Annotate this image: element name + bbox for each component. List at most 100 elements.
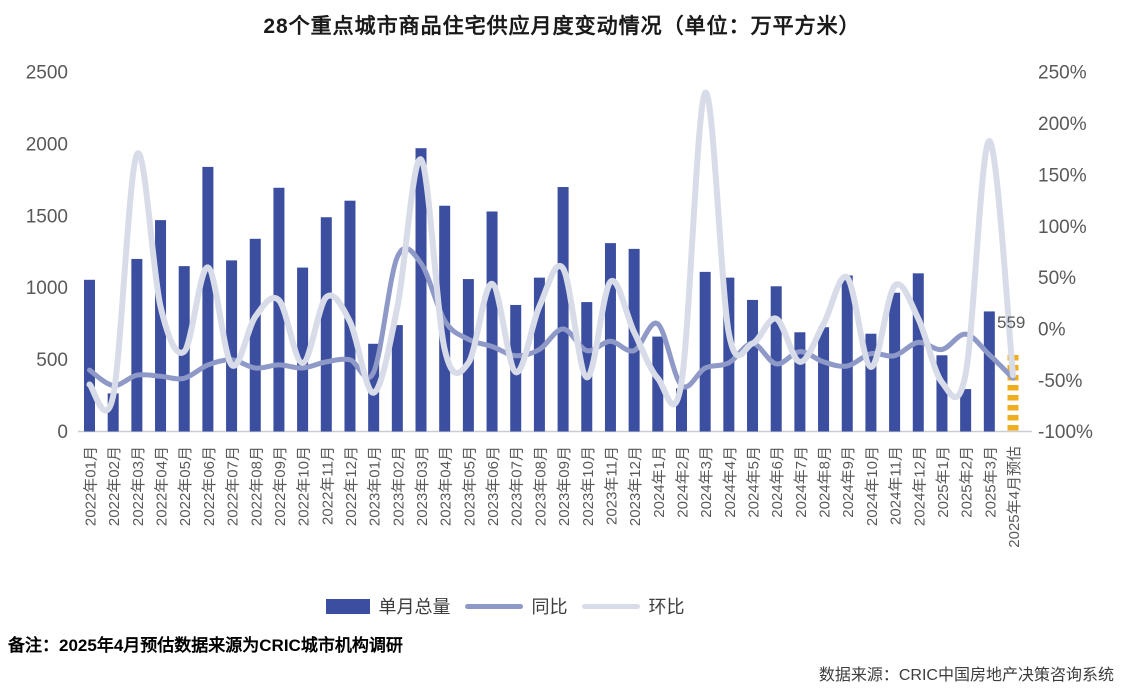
x-axis-label: 2023年09月	[556, 446, 573, 526]
x-axis-label: 2022年11月	[319, 446, 336, 525]
x-axis-label: 2024年5月	[746, 446, 763, 518]
x-axis-label: 2022年02月	[106, 446, 123, 526]
x-axis-label: 2024年7月	[793, 446, 810, 518]
right-axis-tick: 100%	[1038, 217, 1087, 238]
x-axis-label: 2025年4月预估	[1006, 446, 1023, 548]
legend-item-monthly-total: 单月总量	[325, 593, 451, 619]
left-axis-tick: 2000	[26, 134, 68, 155]
x-axis-label: 2024年6月	[769, 446, 786, 518]
x-axis-label: 2023年03月	[414, 446, 431, 526]
yoy-line-swatch	[464, 603, 523, 609]
x-axis-label: 2024年8月	[817, 446, 834, 518]
x-axis-label: 2022年09月	[272, 446, 289, 526]
bars-series-monthly-total	[84, 148, 1019, 432]
bar	[747, 299, 759, 432]
x-axis-label: 2024年9月	[840, 446, 857, 518]
x-axis-label: 2025年1月	[935, 446, 952, 518]
bar	[770, 286, 782, 432]
bar	[865, 333, 877, 432]
x-axis-label: 2023年10月	[580, 446, 597, 526]
bar	[202, 166, 214, 432]
x-axis-label: 2022年01月	[83, 446, 100, 526]
bar	[462, 279, 474, 432]
bar	[699, 271, 711, 432]
mom-line	[86, 89, 1016, 414]
x-axis-label: 2025年2月	[959, 446, 976, 518]
bar	[557, 187, 569, 432]
chart-title: 28个重点城市商品住宅供应月度变动情况（单位：万平方米）	[263, 15, 861, 38]
bar	[936, 355, 948, 432]
right-axis-tick: 150%	[1038, 165, 1087, 186]
bar	[107, 393, 119, 432]
x-axis-label: 2024年3月	[698, 446, 715, 518]
legend-label-yoy: 同比	[531, 597, 568, 617]
right-axis-tick: 0%	[1038, 320, 1066, 341]
bar	[983, 311, 995, 432]
bar	[675, 388, 687, 432]
x-axis-label: 2022年07月	[225, 446, 242, 526]
bar	[415, 148, 427, 432]
bar	[84, 279, 95, 432]
x-axis-label: 2022年05月	[177, 446, 194, 526]
x-axis-label: 2025年3月	[982, 446, 999, 518]
x-axis-label: 2023年05月	[461, 446, 478, 526]
x-axis-label: 2024年2月	[674, 446, 691, 518]
right-axis-tick: -50%	[1038, 371, 1082, 392]
bar	[604, 243, 616, 432]
bar	[841, 275, 853, 432]
x-axis-label: 2024年11月	[888, 446, 905, 525]
legend-item-mom: 环比	[581, 593, 685, 619]
bar	[723, 277, 735, 432]
bar	[912, 273, 924, 432]
x-axis-label: 2024年10月	[864, 446, 881, 526]
chart-footnote: 备注：2025年4月预估数据来源为CRIC城市机构调研	[8, 636, 403, 655]
x-axis-label: 2023年12月	[627, 446, 644, 526]
bar	[581, 302, 593, 432]
bar	[889, 292, 901, 432]
bar	[960, 389, 972, 432]
x-axis-label: 2022年10月	[296, 446, 313, 526]
chart-legend: 单月总量 同比 环比	[0, 593, 1010, 619]
left-axis-tick: 1000	[26, 278, 68, 299]
left-axis-tick: 1500	[26, 206, 68, 227]
x-axis-label: 2023年06月	[485, 446, 502, 526]
x-axis-label: 2023年08月	[532, 446, 549, 526]
x-axis-label: 2023年11月	[603, 446, 620, 525]
x-axis-label: 2024年1月	[651, 446, 668, 518]
bar	[273, 187, 285, 432]
x-axis-label: 2023年04月	[438, 446, 455, 526]
bar	[155, 220, 167, 432]
legend-label-mom: 环比	[648, 597, 685, 617]
right-axis-tick: 50%	[1038, 268, 1076, 289]
mom-line-swatch	[581, 603, 640, 609]
x-axis-label: 2022年06月	[201, 446, 218, 526]
bar	[652, 336, 664, 432]
bar	[297, 267, 309, 432]
right-axis-tick: 200%	[1038, 114, 1087, 135]
x-axis-label: 2022年04月	[154, 446, 171, 526]
x-axis-label: 2022年12月	[343, 446, 360, 526]
bar	[368, 343, 380, 432]
bar	[794, 332, 806, 432]
data-source-note: 数据来源：CRIC中国房地产决策咨询系统	[818, 667, 1114, 684]
monthly-total-swatch	[325, 598, 370, 614]
chart-canvas: 2500 2000 1500 1000 500 0 250% 200% 150% 100% 50% 0…	[26, 63, 1093, 548]
left-axis-tick: 2500	[26, 63, 68, 84]
bar	[486, 211, 498, 432]
right-axis-tick: -100%	[1038, 422, 1093, 443]
x-axis-label: 2022年03月	[130, 446, 147, 526]
bar	[391, 325, 403, 432]
bar	[818, 327, 830, 432]
bar	[533, 277, 545, 432]
legend-item-yoy: 同比	[464, 593, 568, 619]
x-axis-labels: 2022年01月 2022年02月 2022年03月 2022年04月 2022年05月…	[83, 446, 1024, 548]
bar	[249, 238, 261, 432]
x-axis-label: 2024年12月	[911, 446, 928, 526]
x-axis-label: 2023年02月	[390, 446, 407, 526]
left-axis-tick: 500	[36, 350, 68, 371]
forecast-value-label: 559	[997, 313, 1025, 332]
x-axis-label: 2024年4月	[722, 446, 739, 518]
yoy-line	[87, 245, 1016, 390]
x-axis-label: 2022年08月	[248, 446, 265, 526]
